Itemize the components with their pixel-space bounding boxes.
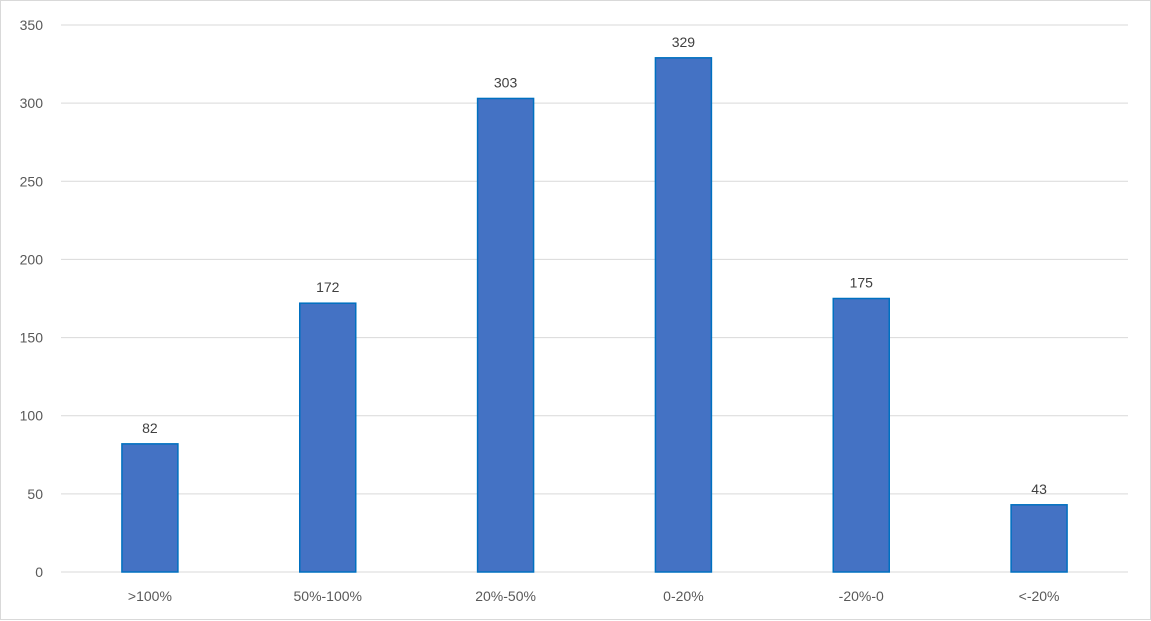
x-tick-label: >100%	[128, 588, 172, 604]
data-label: 175	[850, 275, 874, 291]
y-tick-label: 50	[27, 486, 43, 502]
y-tick-label: 250	[20, 173, 44, 189]
bar	[654, 57, 713, 573]
bar	[299, 302, 357, 573]
y-tick-label: 200	[20, 251, 44, 267]
x-tick-label: -20%-0	[839, 588, 884, 604]
data-label: 43	[1031, 481, 1047, 497]
bar	[121, 443, 179, 573]
y-tick-label: 100	[20, 408, 44, 424]
data-label: 329	[672, 34, 696, 50]
bar	[476, 97, 535, 573]
data-label: 82	[142, 420, 158, 436]
x-tick-label: 0-20%	[663, 588, 703, 604]
bar	[1010, 504, 1068, 573]
x-tick-label: 50%-100%	[294, 588, 363, 604]
bar	[832, 297, 890, 573]
data-label: 303	[494, 74, 518, 90]
x-tick-label: 20%-50%	[475, 588, 536, 604]
y-tick-label: 0	[35, 564, 43, 580]
data-label: 172	[316, 279, 340, 295]
y-tick-label: 300	[20, 95, 44, 111]
y-tick-label: 150	[20, 330, 44, 346]
y-tick-label: 350	[20, 17, 44, 33]
x-tick-label: <-20%	[1019, 588, 1060, 604]
